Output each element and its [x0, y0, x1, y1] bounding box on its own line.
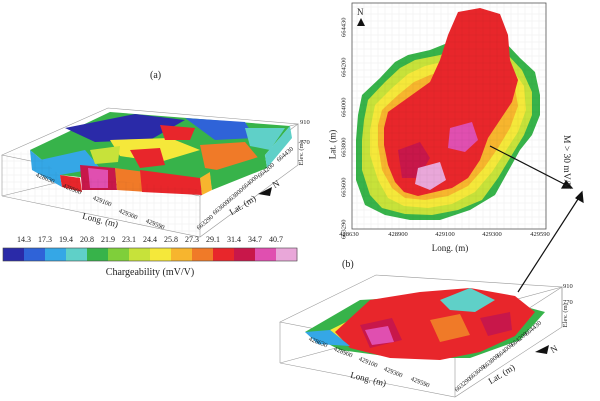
colorbar-tick-label: 23.1	[122, 235, 136, 244]
colorbar-swatch	[255, 248, 277, 261]
colorbar-tick-label: 25.8	[164, 235, 178, 244]
colorbar-swatch	[171, 248, 193, 261]
panel-b-y-tick: 663600	[340, 177, 348, 198]
colorbar	[2, 247, 298, 262]
colorbar-tick-label: 14.3	[17, 235, 31, 244]
colorbar-tick-label: 17.3	[38, 235, 52, 244]
panel-b-y-tick: 663800	[340, 137, 348, 158]
panel-b-y-axis-label: Lat. (m)	[327, 129, 338, 160]
panel-b-y-tick: 664000	[340, 97, 348, 118]
colorbar-tick-label: 40.7	[269, 235, 283, 244]
colorbar-tick-label: 31.4	[227, 235, 241, 244]
north-arrow-a	[258, 187, 272, 196]
colorbar-swatch	[150, 248, 172, 261]
panel-b-x-tick: 428900	[388, 231, 408, 238]
colorbar-swatch	[45, 248, 67, 261]
panel-c-block	[279, 274, 563, 398]
panel-b-label: (b)	[342, 259, 354, 270]
panel-a-label: (a)	[150, 70, 162, 81]
panel-b-y-tick: 664200	[340, 57, 348, 78]
panel-c-elev-tick: 770	[563, 299, 573, 306]
colorbar-frame	[2, 247, 298, 262]
colorbar-swatch	[234, 248, 256, 261]
colorbar-swatch	[3, 248, 25, 261]
panel-b-x-tick: 428630	[339, 231, 359, 238]
north-arrow-c	[535, 345, 549, 354]
panel-c-z-axis-label: Elev. (m)	[561, 303, 569, 328]
panel-a-elev-tick: 910	[300, 119, 310, 126]
threshold-arrows	[489, 145, 584, 293]
panel-a-block	[1, 107, 299, 238]
panel-b-x-tick: 429100	[435, 231, 455, 238]
colorbar-tick-label: 20.8	[80, 235, 94, 244]
panel-b-x-tick: 429300	[482, 231, 502, 238]
panel-c-elev-tick: 910	[563, 283, 573, 290]
panel-b-x-tick: 429590	[530, 231, 550, 238]
colorbar-swatch	[108, 248, 130, 261]
panel-a-elev-tick: 770	[300, 139, 310, 146]
colorbar-tick-label: 24.4	[143, 235, 157, 244]
panel-b-x-axis-label: Long. (m)	[431, 243, 469, 253]
panel-b-y-tick: 664430	[340, 17, 348, 38]
panel-b-map	[351, 2, 547, 230]
panel-b-y-tick: 663290	[340, 219, 348, 240]
colorbar-tick-label: 27.3	[185, 235, 199, 244]
colorbar-tick-label: 29.1	[206, 235, 220, 244]
threshold-label: M > 30 mV/V	[561, 135, 571, 190]
colorbar-swatch	[129, 248, 151, 261]
colorbar-swatch	[213, 248, 235, 261]
colorbar-swatch	[24, 248, 46, 261]
colorbar-swatch	[66, 248, 88, 261]
colorbar-tick-label: 19.4	[59, 235, 73, 244]
colorbar-title: Chargeability (mV/V)	[105, 267, 195, 278]
colorbar-tick-label: 21.9	[101, 235, 115, 244]
colorbar-tick-label: 34.7	[248, 235, 262, 244]
panel-b-north-label: N	[357, 7, 364, 17]
colorbar-swatch	[192, 248, 214, 261]
colorbar-swatch	[87, 248, 109, 261]
colorbar-swatch	[276, 248, 298, 261]
